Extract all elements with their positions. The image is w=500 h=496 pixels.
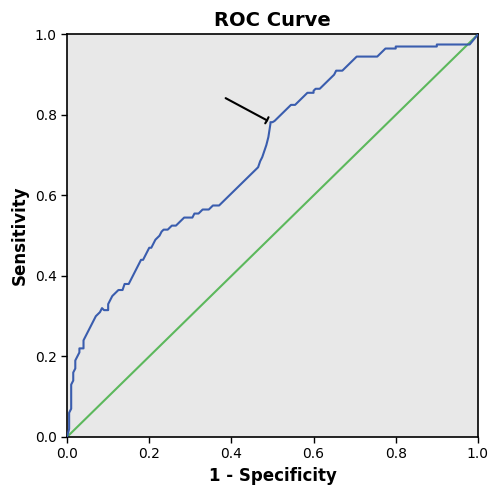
X-axis label: 1 - Specificity: 1 - Specificity [208,467,336,485]
Y-axis label: Sensitivity: Sensitivity [11,186,29,286]
Title: ROC Curve: ROC Curve [214,11,331,30]
